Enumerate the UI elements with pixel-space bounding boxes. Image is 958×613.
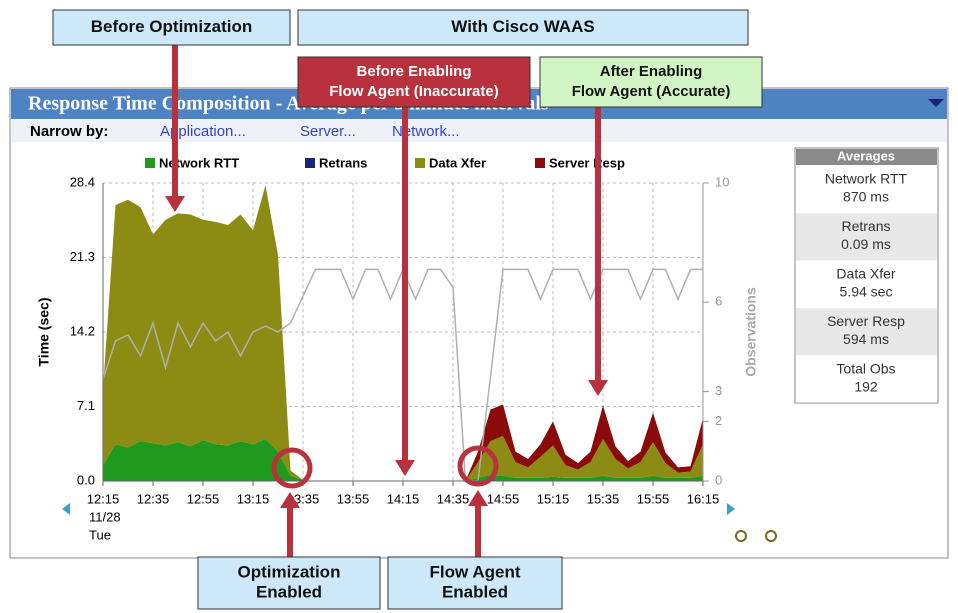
x-tick-label: 13:15 (237, 491, 270, 506)
y-tick-label: 14.2 (70, 323, 95, 338)
averages-value: 192 (854, 378, 878, 394)
y-axis-label: Time (sec) (36, 298, 52, 367)
legend-swatch (305, 158, 315, 168)
legend-label: Data Xfer (429, 155, 486, 170)
callout-box (297, 56, 531, 108)
averages-row (796, 166, 937, 213)
arrow-head (588, 380, 608, 396)
averages-row (796, 260, 937, 308)
averages-name: Network RTT (825, 171, 908, 187)
callout-text: With Cisco WAAS (451, 17, 594, 36)
x-tick-label: 14:55 (487, 491, 520, 506)
dropdown[interactable] (928, 99, 944, 107)
averages-name: Retrans (841, 218, 890, 234)
averages-value: 594 ms (843, 331, 889, 347)
x-tick-label: 15:35 (587, 491, 620, 506)
arrow-head (468, 490, 488, 506)
x-tick-label: 12:35 (137, 491, 170, 506)
averages-name: Server Resp (827, 313, 905, 329)
averages-value: 5.94 sec (840, 284, 893, 300)
legend-swatch (415, 158, 425, 168)
y2-tick-label: 6 (715, 294, 722, 309)
averages-name: Data Xfer (836, 266, 895, 282)
zoom-in[interactable] (735, 530, 747, 542)
area (103, 439, 703, 481)
y-tick-label: 7.1 (77, 398, 95, 413)
arrow-head (395, 460, 415, 476)
callout-text: After Enabling (600, 63, 703, 80)
x-tick-label: 14:35 (437, 491, 470, 506)
narrow-link[interactable]: Application... (160, 123, 246, 140)
callout-text: Enabled (256, 582, 322, 601)
x-sublabel: 11/28 (89, 509, 121, 524)
legend-label: Network RTT (159, 155, 239, 170)
y2-tick-label: 10 (715, 174, 729, 189)
highlight-ring (271, 447, 313, 489)
narrow-link[interactable]: Server... (300, 123, 356, 140)
y-tick-label: 21.3 (70, 249, 95, 264)
averages-header (796, 149, 937, 165)
callout-box (539, 56, 763, 108)
averages-title: Averages (837, 148, 895, 163)
arrow-head (165, 196, 185, 212)
callout-box (197, 556, 381, 610)
y-tick-label: 0.0 (77, 472, 95, 487)
legend-label: Server Resp (549, 155, 625, 170)
scroll-left[interactable] (62, 503, 70, 515)
callout-box (297, 9, 749, 46)
averages-name: Total Obs (836, 360, 895, 376)
callout-text: Enabled (442, 582, 508, 601)
averages-row (796, 308, 937, 356)
y2-tick-label: 3 (715, 383, 722, 398)
x-tick-label: 14:15 (387, 491, 420, 506)
x-tick-label: 12:15 (87, 491, 120, 506)
y2-axis-label: Observations (743, 287, 759, 377)
callout-text: Optimization (238, 562, 341, 581)
narrow-bar (11, 120, 947, 142)
scroll-right[interactable] (727, 503, 735, 515)
x-sublabel: Tue (89, 527, 111, 542)
legend-swatch (145, 158, 155, 168)
narrow-label: Narrow by: (30, 123, 108, 140)
callout-text: Flow Agent (430, 562, 521, 581)
x-tick-label: 15:55 (637, 491, 670, 506)
callout-text: Before Optimization (91, 17, 253, 36)
y2-tick-label: 2 (715, 413, 722, 428)
x-tick-label: 15:15 (537, 491, 570, 506)
callout-box (52, 9, 291, 46)
x-tick-label: 13:55 (337, 491, 370, 506)
x-tick-label: 16:15 (687, 491, 720, 506)
area (103, 185, 703, 482)
callout-text: Flow Agent (Accurate) (572, 83, 731, 100)
arrow-head (280, 492, 300, 508)
y-tick-label: 28.4 (70, 174, 95, 189)
averages-row (796, 355, 937, 403)
averages-row (796, 213, 937, 261)
zoom-out[interactable] (765, 530, 777, 542)
averages-value: 0.09 ms (841, 236, 891, 252)
narrow-link[interactable]: Network... (392, 123, 460, 140)
y2-tick-label: 0 (715, 472, 722, 487)
legend-label: Retrans (319, 155, 367, 170)
highlight-ring (457, 445, 499, 487)
callout-text: Flow Agent (Inaccurate) (329, 83, 498, 100)
area (103, 185, 703, 482)
x-tick-label: 12:55 (187, 491, 220, 506)
legend-swatch (535, 158, 545, 168)
callout-text: Before Enabling (356, 63, 471, 80)
averages-value: 870 ms (843, 189, 889, 205)
callout-box (387, 556, 563, 610)
